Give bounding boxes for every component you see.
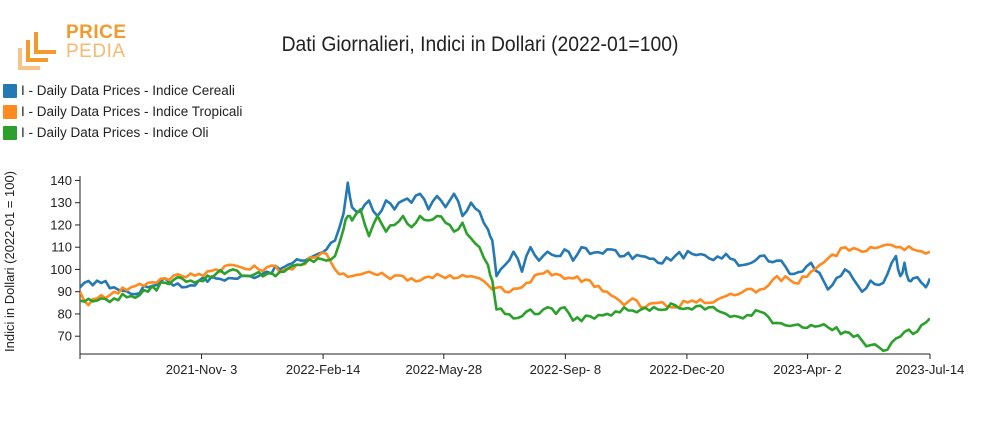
y-tick-label: 140 [50,173,72,188]
y-tick-label: 90 [58,284,72,299]
legend-swatch-oli [3,125,17,140]
logo-text-pedia: PEDIA [66,41,126,62]
x-tick-label: 2022-Feb-14 [286,362,360,377]
legend: I - Daily Data Prices - Indice Cereali I… [3,80,242,143]
x-tick-label: 2023-Apr- 2 [773,362,842,377]
legend-label-tropicali: I - Daily Data Prices - Indice Tropicali [21,104,243,119]
axes: 70 80 90 100 110 120 130 140 2021-Nov- 3 2022-Feb… [50,173,964,377]
x-tick-label: 2021-Nov- 3 [166,362,238,377]
y-tick-label: 130 [50,195,72,210]
y-tick-label: 100 [50,262,72,277]
pricepedia-logo: PRICE PEDIA [18,22,128,70]
legend-swatch-cereali [3,83,17,98]
y-tick-label: 80 [58,306,72,321]
chart-title: Dati Giornalieri, Indici in Dollari (202… [281,33,679,56]
legend-swatch-tropicali [3,104,17,119]
series-lines [80,181,930,353]
y-tick-label: 70 [58,329,72,344]
x-tick-label: 2023-Jul-14 [896,362,965,377]
series-line-0 [80,181,930,296]
y-tick-label: 110 [51,240,72,255]
legend-item-cereali[interactable]: I - Daily Data Prices - Indice Cereali [3,80,242,101]
legend-item-oli[interactable]: I - Daily Data Prices - Indice Oli [3,122,242,143]
x-tick-label: 2022-Dec-20 [649,362,724,377]
legend-label-cereali: I - Daily Data Prices - Indice Cereali [21,83,235,98]
logo-mark-icon [18,32,56,70]
series-line-2 [80,208,930,353]
x-tick-label: 2022-May-28 [405,362,482,377]
y-tick-label: 120 [50,217,72,232]
legend-item-tropicali[interactable]: I - Daily Data Prices - Indice Tropicali [3,101,242,122]
logo-text-price: PRICE [66,22,127,43]
x-tick-label: 2022-Sep- 8 [530,362,602,377]
legend-label-oli: I - Daily Data Prices - Indice Oli [21,125,209,140]
